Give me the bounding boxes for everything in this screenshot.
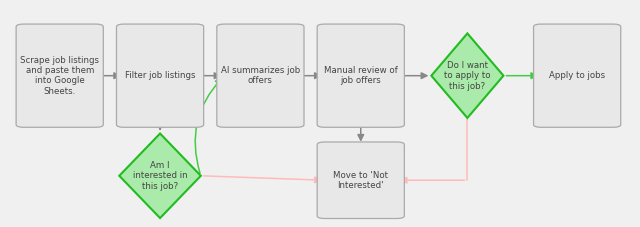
Text: Am I
interested in
this job?: Am I interested in this job? — [132, 161, 188, 191]
Text: Apply to jobs: Apply to jobs — [549, 71, 605, 80]
Text: Filter job listings: Filter job listings — [125, 71, 195, 80]
Text: Move to 'Not
Interested': Move to 'Not Interested' — [333, 170, 388, 190]
Polygon shape — [119, 133, 201, 218]
Polygon shape — [431, 33, 504, 118]
FancyBboxPatch shape — [534, 24, 621, 127]
Text: Do I want
to apply to
this job?: Do I want to apply to this job? — [444, 61, 491, 91]
Text: Manual review of
job offers: Manual review of job offers — [324, 66, 397, 85]
FancyBboxPatch shape — [317, 142, 404, 219]
FancyBboxPatch shape — [116, 24, 204, 127]
Text: AI summarizes job
offers: AI summarizes job offers — [221, 66, 300, 85]
Text: Scrape job listings
and paste them
into Google
Sheets.: Scrape job listings and paste them into … — [20, 56, 99, 96]
FancyBboxPatch shape — [16, 24, 103, 127]
FancyBboxPatch shape — [317, 24, 404, 127]
FancyBboxPatch shape — [217, 24, 304, 127]
